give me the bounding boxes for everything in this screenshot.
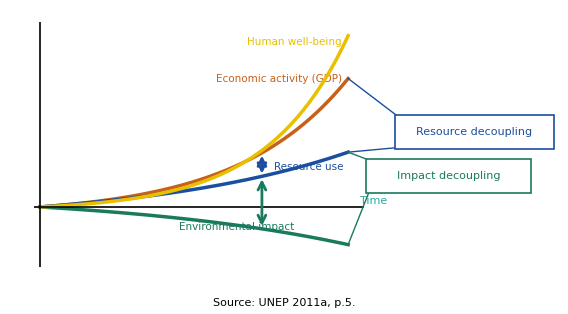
Text: Time: Time [361,196,388,206]
Text: Source: UNEP 2011a, p.5.: Source: UNEP 2011a, p.5. [213,298,355,308]
FancyBboxPatch shape [366,159,531,193]
Text: Impact decoupling: Impact decoupling [397,171,500,181]
Text: Resource use: Resource use [274,162,344,172]
Text: Resource decoupling: Resource decoupling [416,127,532,137]
Text: Human well-being: Human well-being [247,37,342,47]
FancyBboxPatch shape [395,115,554,149]
Text: Environmental impact: Environmental impact [179,222,294,232]
Text: Economic activity (GDP): Economic activity (GDP) [216,74,342,84]
